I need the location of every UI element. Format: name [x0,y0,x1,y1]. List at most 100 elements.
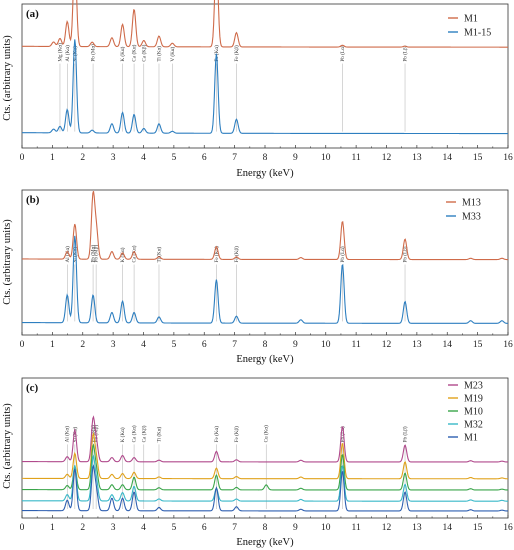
peak-label: Ca (Kβ) [140,425,147,442]
x-tick-label: 14 [443,340,453,350]
x-tick-label: 1 [50,523,55,533]
peak-label: Pb (Lα) [339,426,346,442]
plot-frame [21,3,509,149]
spectrum-line [21,39,508,135]
peak-label: Pb (Mβ) [93,245,100,263]
peak-label: Pb (Mα) [90,44,97,62]
y-axis-title: Cts. (arbitrary units) [2,35,13,121]
peak-label: Ca (Kα) [131,245,138,262]
panel-label: (b) [26,194,40,206]
x-tick-label: 10 [321,523,331,533]
x-tick-label: 0 [20,523,25,533]
x-tick-label: 8 [263,153,268,163]
peak-label: Fe (Kα) [213,246,220,263]
x-tick-label: 11 [352,153,361,163]
x-tick-label: 10 [321,340,331,350]
x-axis-title: Energy (keV) [236,537,294,548]
spectrum-line [22,464,508,512]
x-tick-label: 12 [382,153,392,163]
y-axis-title: Cts. (arbitrary units) [2,219,13,305]
spectrum-line [22,191,508,261]
x-tick-label: 9 [293,340,298,350]
x-tick-label: 5 [172,523,177,533]
x-tick-label: 1 [50,340,55,350]
peak-label: Al (Kα) [64,45,71,62]
x-tick-label: 0 [20,153,25,163]
peak-label: Ti (Kα) [155,426,162,442]
peak-label: K (Kα) [119,247,126,262]
peak-label: K (Kα) [119,427,126,442]
x-tick-label: 3 [111,340,116,350]
x-tick-label: 12 [382,340,392,350]
spectrum-line [22,432,508,480]
peak-label: Ca (Kα) [131,44,138,61]
peak-label: Fe (Kα) [213,426,220,443]
x-tick-label: 8 [263,523,268,533]
x-tick-label: 1 [50,153,55,163]
x-tick-label: 12 [382,523,392,533]
x-tick-label: 3 [111,523,116,533]
peak-label: Cu (Kα) [263,425,270,443]
x-tick-label: 6 [202,153,207,163]
legend-label: M32 [464,420,483,431]
x-tick-label: 16 [503,153,513,163]
x-tick-label: 16 [503,340,513,350]
peak-label: Pb (Lβ) [402,246,409,262]
peak-label: Fe (Kα) [213,45,220,62]
legend-label: M19 [464,394,483,405]
legend-label: M1 [464,433,478,444]
x-tick-label: 6 [202,340,207,350]
peak-label: Ca (Kβ) [140,44,147,61]
peak-label: Fe (Kβ) [233,45,240,62]
x-tick-label: 14 [443,523,453,533]
peak-label: Pb (Lβ) [402,426,409,442]
peak-label: V (Kα) [169,46,176,61]
spectrum-line [22,454,508,502]
x-tick-label: 9 [293,523,298,533]
spectrum-line [22,443,508,491]
x-tick-label: 15 [473,340,483,350]
peak-label: Pb (Lα) [339,246,346,262]
peak-label: Si (Kα) [71,247,78,263]
x-tick-label: 4 [141,153,146,163]
x-tick-label: 14 [443,153,453,163]
x-tick-label: 13 [412,340,422,350]
x-tick-label: 11 [352,523,361,533]
x-axis-title: Energy (keV) [236,354,294,365]
peak-label: Pb (Mα) [90,245,97,263]
peak-label: Al (Kα) [64,246,71,263]
x-axis-title: Energy (keV) [236,168,294,179]
peak-label: Pb (Lβ) [402,45,409,61]
x-tick-label: 2 [80,340,85,350]
x-tick-label: 11 [352,340,361,350]
peak-label: Fe (Kβ) [233,426,240,443]
x-tick-label: 6 [202,523,207,533]
x-tick-label: 5 [172,153,177,163]
peak-label: Ca (Kα) [131,425,138,442]
x-tick-label: 9 [293,153,298,163]
x-tick-label: 3 [111,153,116,163]
x-tick-label: 10 [321,153,331,163]
x-tick-label: 7 [232,153,237,163]
legend-label: M33 [462,212,481,223]
x-tick-label: 15 [473,523,483,533]
x-tick-label: 7 [232,340,237,350]
x-tick-label: 13 [412,153,422,163]
x-tick-label: 5 [172,340,177,350]
x-tick-label: 8 [263,340,268,350]
peak-label: Si (Kα) [71,46,78,62]
x-tick-label: 4 [141,340,146,350]
spectrum-line [22,415,508,463]
x-tick-label: 7 [232,523,237,533]
x-tick-label: 16 [503,523,513,533]
x-tick-label: 2 [80,523,85,533]
x-tick-label: 2 [80,153,85,163]
spectrum-line [22,0,508,48]
x-tick-label: 0 [20,340,25,350]
peak-label: Si (Kα) [71,427,78,443]
x-tick-label: 4 [141,523,146,533]
